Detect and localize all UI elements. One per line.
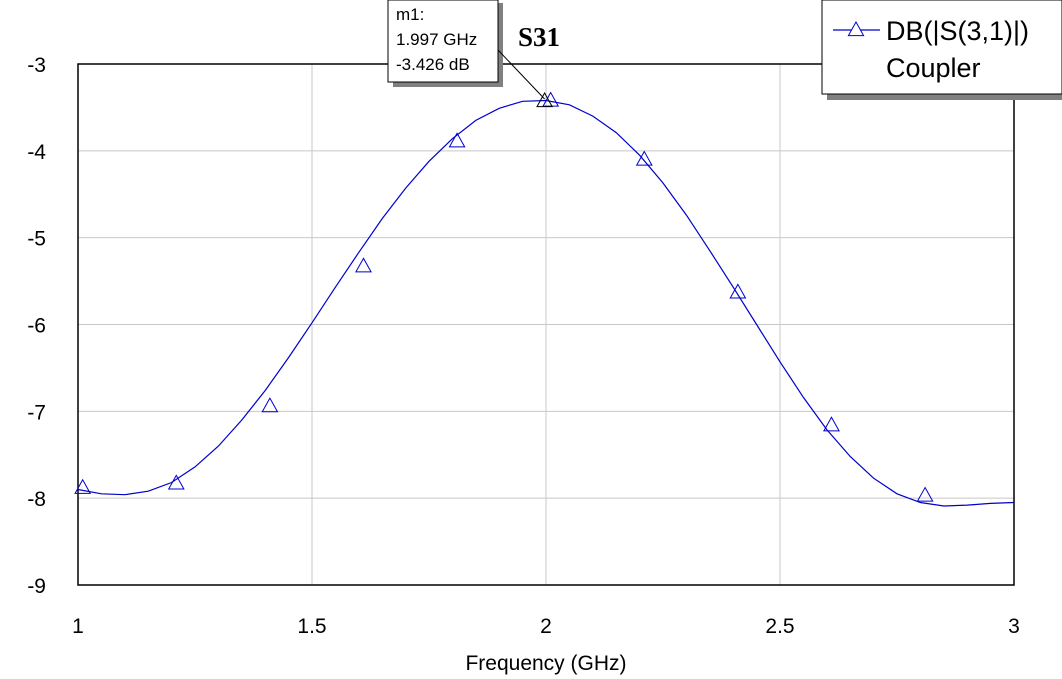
marker-label: m1: <box>396 5 424 24</box>
data-point-marker <box>823 416 840 432</box>
data-point-marker <box>74 478 92 494</box>
marker-value: -3.426 dB <box>396 55 470 74</box>
grid <box>78 64 1014 585</box>
legend-entry: DB(|S(3,1)|) <box>886 16 1029 46</box>
x-tick-label: 2.5 <box>765 615 794 638</box>
data-point-marker <box>916 486 934 502</box>
marker-box <box>387 0 499 83</box>
y-tick-label: -9 <box>27 575 46 598</box>
marker-triangle <box>536 91 554 108</box>
y-tick-label: -8 <box>27 488 46 511</box>
legend: DB(|S(3,1)|) Coupler <box>821 0 1062 100</box>
x-tick-label: 2 <box>540 615 552 638</box>
data-point-marker <box>355 257 372 273</box>
plot-area <box>77 63 1015 586</box>
data-point-marker <box>729 283 747 299</box>
marker-readout[interactable]: m1: 1.997 GHz -3.426 dB S31 <box>387 0 560 108</box>
data-point-marker <box>635 150 653 166</box>
marker-leader-line <box>497 49 545 100</box>
marker-frequency: 1.997 GHz <box>396 30 477 49</box>
legend-entry: Coupler <box>886 53 981 83</box>
x-tick-label: 1 <box>72 615 84 638</box>
y-tick-label: -6 <box>27 315 46 338</box>
tick-labels: 1 1.5 2 2.5 3 -3 -4 -5 -6 -7 -8 -9 <box>27 54 1020 638</box>
y-tick-label: -4 <box>27 141 46 164</box>
x-tick-label: 1.5 <box>297 615 326 638</box>
legend-box <box>821 0 1062 95</box>
y-tick-label: -7 <box>27 401 46 424</box>
y-tick-label: -5 <box>27 228 46 251</box>
data-point-marker <box>542 91 560 107</box>
legend-marker <box>847 20 865 37</box>
x-tick-label: 3 <box>1008 615 1020 638</box>
x-axis-label: Frequency (GHz) <box>465 652 626 675</box>
y-tick-label: -3 <box>27 54 46 77</box>
series-layer <box>74 91 1015 507</box>
data-point-marker <box>167 474 185 490</box>
data-point-marker <box>261 397 279 413</box>
data-point-marker <box>448 132 466 148</box>
s31-annotation: S31 <box>518 22 560 52</box>
